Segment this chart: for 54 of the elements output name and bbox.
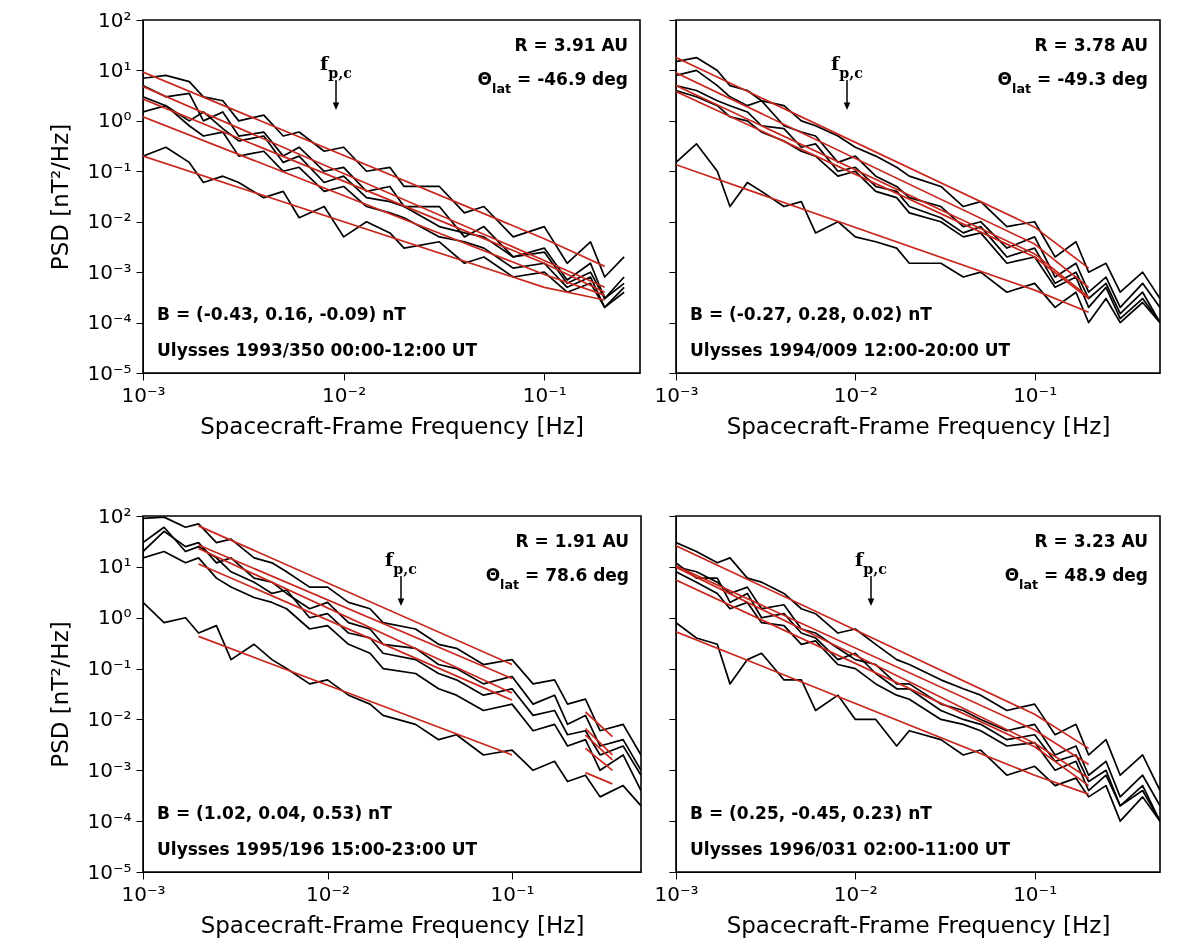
y-tick-label: 10⁻⁵ <box>87 360 132 385</box>
annotation: Ulysses 1994/009 12:00-20:00 UT <box>690 340 1011 360</box>
y-tick-label: 10⁻³ <box>87 259 132 284</box>
x-tick-label: 10⁻³ <box>654 382 699 407</box>
x-tick-label: 10⁻¹ <box>522 382 567 407</box>
x-tick-label: 10⁻¹ <box>1013 881 1058 906</box>
annotation: Θ$_{lat}$ = -49.3 deg <box>997 69 1148 96</box>
y-tick-label: 10⁻² <box>87 706 132 731</box>
annotation: R = 3.91 AU <box>514 35 628 55</box>
y-tick-label: 10⁻³ <box>87 757 132 782</box>
x-axis-title: Spacecraft-Frame Frequency [Hz] <box>200 412 584 439</box>
annotation: f$_{p,c}$ <box>320 52 353 81</box>
annotation: f$_{p,c}$ <box>831 52 864 81</box>
annotation: f$_{p,c}$ <box>855 548 888 577</box>
y-axis-title: PSD [nT²/Hz] <box>47 123 74 271</box>
x-tick-label: 10⁻³ <box>121 382 166 407</box>
x-tick-label: 10⁻³ <box>654 881 699 906</box>
x-axis-title: Spacecraft-Frame Frequency [Hz] <box>726 911 1111 938</box>
annotation: Ulysses 1995/196 15:00-23:00 UT <box>157 839 478 859</box>
y-tick-label: 10¹ <box>98 57 132 82</box>
y-tick-label: 10⁻¹ <box>87 656 132 681</box>
annotation: Ulysses 1996/031 02:00-11:00 UT <box>690 839 1011 859</box>
x-tick-label: 10⁻² <box>833 382 878 407</box>
y-tick-label: 10² <box>98 503 132 528</box>
annotation: Θ$_{lat}$ = -46.9 deg <box>477 69 628 96</box>
annotation: B = (-0.43, 0.16, -0.09) nT <box>157 304 407 324</box>
y-tick-label: 10⁰ <box>98 605 132 630</box>
annotation: Θ$_{lat}$ = 48.9 deg <box>1004 565 1148 592</box>
annotation: B = (1.02, 0.04, 0.53) nT <box>157 803 393 823</box>
x-tick-label: 10⁻¹ <box>490 881 535 906</box>
annotation: R = 3.23 AU <box>1034 531 1148 551</box>
annotation: B = (-0.27, 0.28, 0.02) nT <box>690 304 933 324</box>
annotation: R = 3.78 AU <box>1034 35 1148 55</box>
annotation: f$_{p,c}$ <box>385 548 418 577</box>
y-tick-label: 10⁻¹ <box>87 158 132 183</box>
y-tick-label: 10¹ <box>98 554 132 579</box>
x-axis-title: Spacecraft-Frame Frequency [Hz] <box>200 911 585 938</box>
annotation: R = 1.91 AU <box>515 531 629 551</box>
y-tick-label: 10⁻⁴ <box>87 310 132 335</box>
x-tick-label: 10⁻¹ <box>1013 382 1058 407</box>
y-tick-label: 10² <box>98 7 132 32</box>
x-tick-label: 10⁻² <box>833 881 878 906</box>
annotation: B = (0.25, -0.45, 0.23) nT <box>690 803 933 823</box>
y-tick-label: 10⁻⁴ <box>87 808 132 833</box>
x-axis-title: Spacecraft-Frame Frequency [Hz] <box>726 412 1111 439</box>
annotation: Θ$_{lat}$ = 78.6 deg <box>485 565 629 592</box>
x-tick-label: 10⁻³ <box>121 881 166 906</box>
y-tick-label: 10⁻⁵ <box>87 859 132 884</box>
y-tick-label: 10⁰ <box>98 108 132 133</box>
annotation: Ulysses 1993/350 00:00-12:00 UT <box>157 340 478 360</box>
x-tick-label: 10⁻² <box>322 382 367 407</box>
y-axis-title: PSD [nT²/Hz] <box>47 621 74 768</box>
x-tick-label: 10⁻² <box>306 881 351 906</box>
y-tick-label: 10⁻² <box>87 209 132 234</box>
